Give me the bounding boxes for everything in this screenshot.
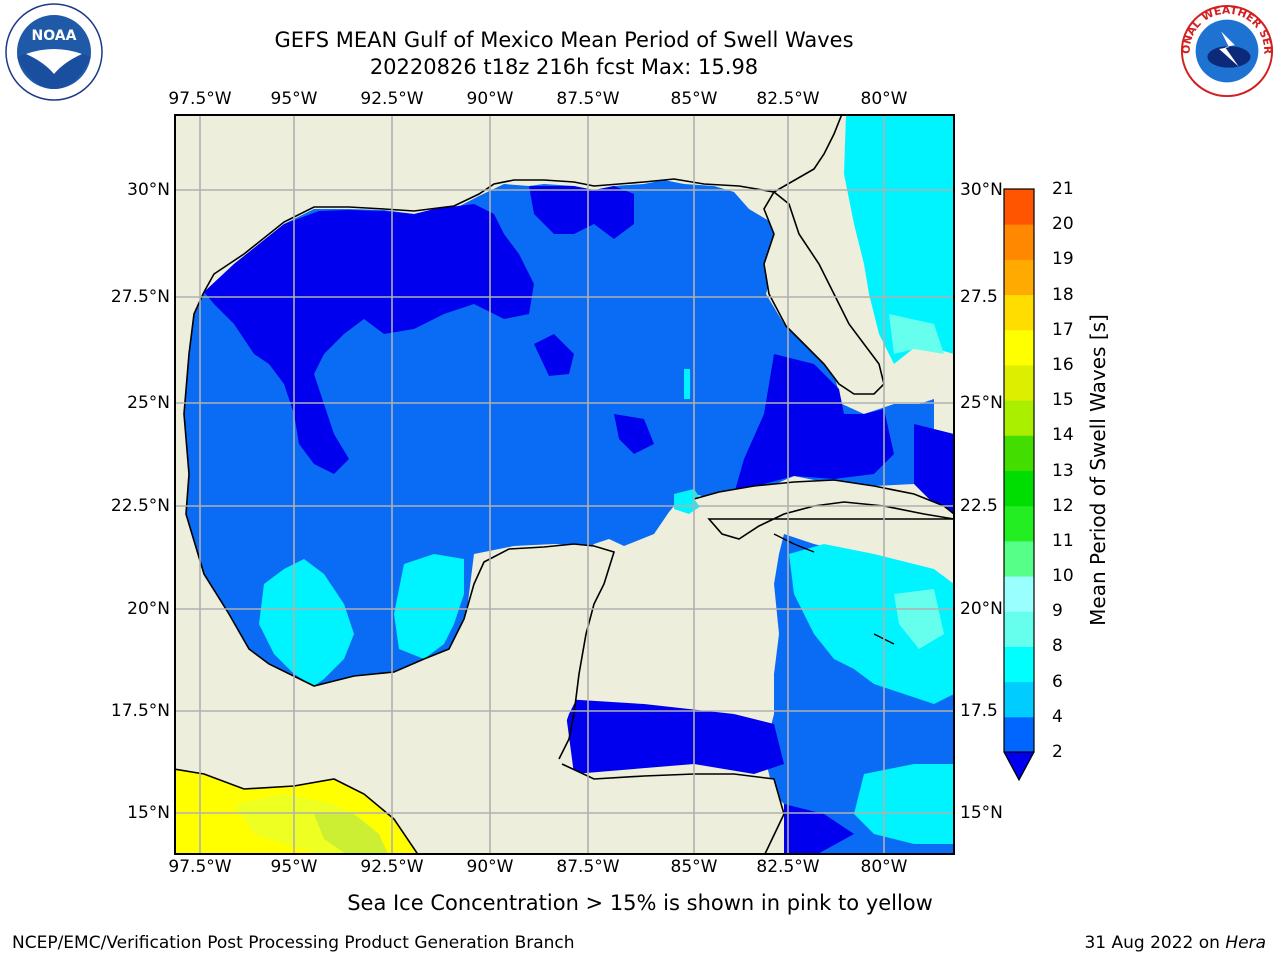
colorbar-swatch xyxy=(1004,681,1034,718)
colorbar-tick-label: 6 xyxy=(1052,671,1063,692)
colorbar-tick-label: 13 xyxy=(1052,460,1074,481)
lon-label-top: 90°W xyxy=(466,89,514,109)
lon-label-bottom: 90°W xyxy=(466,857,514,877)
lon-label-bottom: 95°W xyxy=(270,857,318,877)
map-frame xyxy=(174,114,955,855)
colorbar-swatch xyxy=(1004,611,1034,647)
footer-date: 31 Aug 2022 on Hera xyxy=(1084,933,1266,953)
deep-blue-region-north xyxy=(204,204,534,474)
lat-label-right: 22.5 xyxy=(960,496,998,516)
colorbar-swatch xyxy=(1004,435,1034,471)
sea-ice-note: Sea Ice Concentration > 15% is shown in … xyxy=(347,891,933,915)
lat-label-left: 30°N xyxy=(127,180,170,200)
deep-blue-region-florida xyxy=(734,354,894,494)
colorbar-tick-label: 18 xyxy=(1052,284,1074,305)
lat-label-right: 17.5 xyxy=(960,701,998,721)
colorbar-extend-arrow xyxy=(1004,752,1034,780)
lat-label-right: 27.5 xyxy=(960,287,998,307)
national-weather-service-logo: NATIONAL WEATHER SERVICE xyxy=(1178,2,1274,99)
colorbar-swatch xyxy=(1004,189,1034,225)
lon-label-top: 80°W xyxy=(860,89,908,109)
lat-label-left: 20°N xyxy=(127,599,170,619)
colorbar-tick-label: 17 xyxy=(1052,319,1074,340)
footer-host: Hera xyxy=(1225,933,1266,953)
florida-peninsula xyxy=(734,184,884,394)
colorbar-swatch xyxy=(1004,716,1034,753)
lat-label-left: 15°N xyxy=(127,803,170,823)
colorbar-tick-label: 21 xyxy=(1052,179,1074,199)
lon-label-top: 97.5°W xyxy=(168,89,232,109)
lon-label-bottom: 97.5°W xyxy=(168,857,232,877)
colorbar-tick-label: 14 xyxy=(1052,425,1074,446)
noaa-logo-text: NOAA xyxy=(32,28,77,44)
lon-label-bottom: 87.5°W xyxy=(556,857,620,877)
colorbar-swatches xyxy=(1004,189,1034,753)
central-america-land xyxy=(562,764,784,854)
lat-label-left: 17.5°N xyxy=(110,701,170,721)
colorbar-tick-label: 4 xyxy=(1052,706,1063,727)
map-gridlines xyxy=(175,115,954,854)
colorbar-tick-label: 10 xyxy=(1052,566,1074,587)
colorbar-tick-label: 8 xyxy=(1052,636,1063,657)
colorbar-swatch xyxy=(1004,470,1034,507)
colorbar-swatch xyxy=(1004,364,1034,401)
colorbar-swatch xyxy=(1004,224,1034,260)
colorbar-tick-label: 9 xyxy=(1052,601,1063,622)
colorbar-swatch xyxy=(1004,505,1034,542)
lat-label-left: 25°N xyxy=(127,393,170,413)
colorbar-swatch xyxy=(1004,576,1034,612)
lon-label-top: 92.5°W xyxy=(360,89,424,109)
colorbar-label: Mean Period of Swell Waves [s] xyxy=(1086,314,1110,626)
florida-panhandle-land xyxy=(474,115,846,194)
lat-label-right: 25°N xyxy=(960,393,1003,413)
lat-label-right: 30°N xyxy=(960,180,1003,200)
lon-label-bottom: 85°W xyxy=(670,857,718,877)
lon-label-bottom: 80°W xyxy=(860,857,908,877)
colorbar-swatch xyxy=(1004,329,1034,366)
lon-label-top: 87.5°W xyxy=(556,89,620,109)
lat-label-left: 22.5°N xyxy=(110,496,170,516)
colorbar-swatch xyxy=(1004,259,1034,296)
atlantic-cyan-water xyxy=(844,115,954,364)
chart-subtitle: 20220826 t18z 216h fcst Max: 15.98 xyxy=(369,55,759,79)
lat-label-left: 27.5°N xyxy=(110,287,170,307)
colorbar-tick-label: 12 xyxy=(1052,495,1074,516)
lon-label-top: 85°W xyxy=(670,89,718,109)
map-panel xyxy=(174,114,955,855)
colorbar-frame xyxy=(1003,188,1035,753)
colorbar-swatch xyxy=(1004,540,1034,577)
chart-title: GEFS MEAN Gulf of Mexico Mean Period of … xyxy=(274,28,854,52)
colorbar-swatch xyxy=(1004,646,1034,683)
lon-label-top: 82.5°W xyxy=(756,89,820,109)
cyan-region-caribbean xyxy=(789,544,954,704)
colorbar-tick-label: 19 xyxy=(1052,249,1074,270)
colorbar-swatch xyxy=(1004,294,1034,331)
yucatan-land xyxy=(404,544,614,854)
colorbar-tick-label: 2 xyxy=(1052,742,1063,762)
lat-label-right: 20°N xyxy=(960,599,1003,619)
cuba-island xyxy=(694,480,954,539)
noaa-logo: NOAA xyxy=(5,3,103,101)
colorbar-tick-label: 15 xyxy=(1052,390,1074,411)
colorbar-tick-label: 20 xyxy=(1052,214,1074,235)
colorbar-swatch xyxy=(1004,400,1034,436)
lon-label-top: 95°W xyxy=(270,89,318,109)
lat-label-right: 15°N xyxy=(960,803,1003,823)
colorbar-tick-label: 16 xyxy=(1052,354,1074,375)
footer-credit: NCEP/EMC/Verification Post Processing Pr… xyxy=(12,933,575,953)
colorbar xyxy=(1003,188,1035,782)
colorbar-tick-label: 11 xyxy=(1052,530,1074,551)
lon-label-bottom: 82.5°W xyxy=(756,857,820,877)
footer-date-text: 31 Aug 2022 on xyxy=(1084,933,1226,953)
lon-label-bottom: 92.5°W xyxy=(360,857,424,877)
cyan-region-bay-of-campeche xyxy=(259,559,354,686)
